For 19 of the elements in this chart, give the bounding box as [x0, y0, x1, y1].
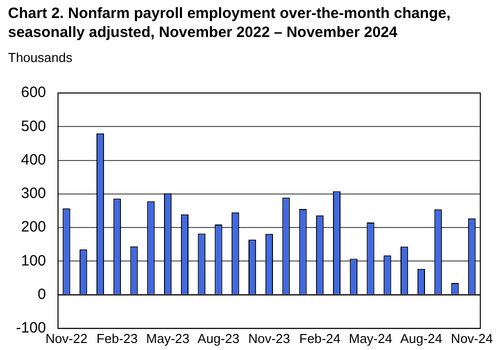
y-tick-label: 0 [38, 286, 46, 303]
y-tick-label: -100 [16, 320, 46, 337]
x-tick-label: Nov-22 [46, 330, 88, 346]
x-tick-label: Feb-23 [96, 330, 138, 346]
x-tick-label: Nov-23 [248, 330, 290, 346]
y-tick-label: 600 [20, 84, 46, 102]
x-tick-label: Aug-24 [400, 330, 442, 346]
x-tick-label: Nov-24 [450, 330, 493, 346]
y-tick-label: 100 [20, 252, 46, 270]
x-tick-label: May-23 [146, 330, 190, 346]
y-tick-label: 200 [20, 218, 46, 236]
x-tick-label: Aug-23 [198, 330, 240, 346]
x-tick-label: Feb-24 [299, 330, 340, 346]
y-axis-title: Thousands [8, 50, 72, 65]
y-tick-label: 300 [20, 185, 46, 202]
y-tick-label: 500 [20, 118, 46, 135]
chart-title: Chart 2. Nonfarm payroll employment over-the-month change, seasonally adjusted, November 2022 – November 2024 [8, 4, 452, 42]
x-tick-label: May-24 [348, 330, 392, 346]
y-tick-label: 400 [20, 151, 46, 168]
